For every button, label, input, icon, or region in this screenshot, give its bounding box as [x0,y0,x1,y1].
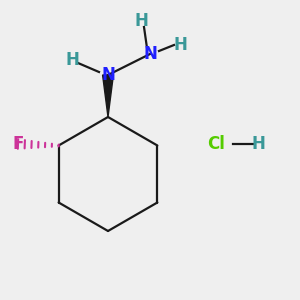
Polygon shape [103,75,113,117]
Text: H: H [251,135,265,153]
Text: N: N [143,45,157,63]
Text: Cl: Cl [207,135,225,153]
Text: N: N [101,66,115,84]
Text: H: H [65,51,79,69]
Text: F: F [12,135,24,153]
Text: H: H [173,36,187,54]
Text: H: H [134,12,148,30]
